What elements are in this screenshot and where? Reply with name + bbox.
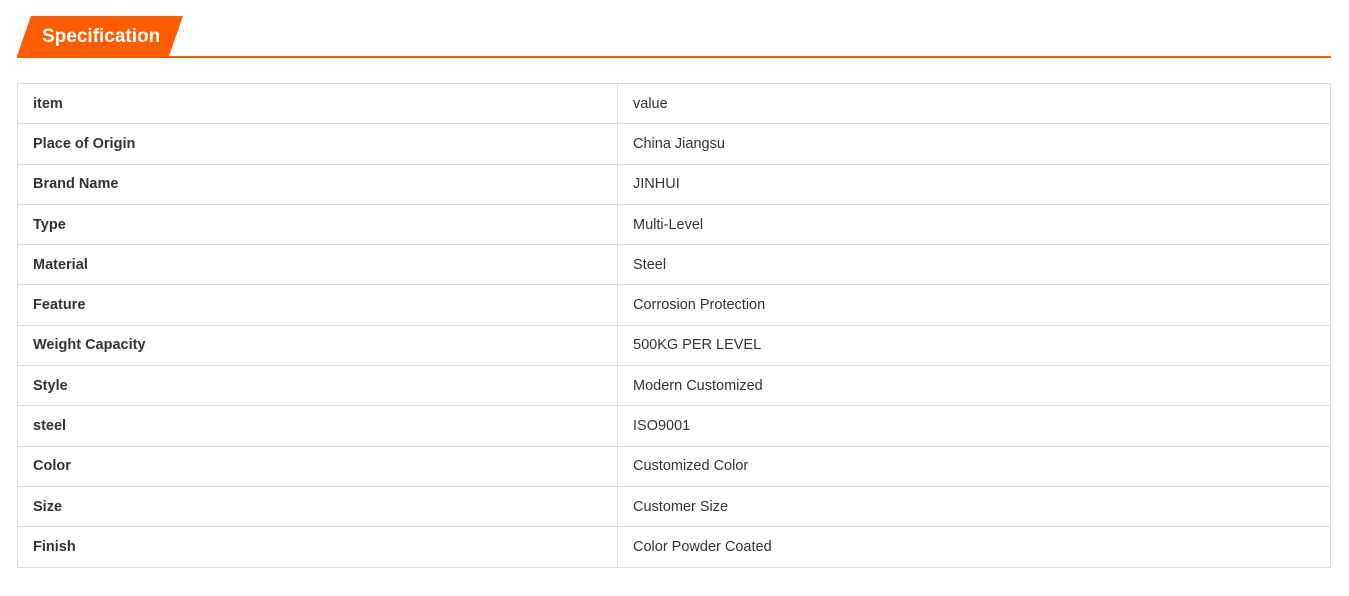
spec-value: China Jiangsu — [617, 123, 1331, 165]
spec-value: 500KG PER LEVEL — [617, 324, 1331, 367]
table-row: Finish Color Powder Coated — [17, 526, 1331, 568]
spec-key: Material — [17, 244, 618, 286]
spec-key: Color — [17, 445, 618, 487]
table-row: Color Customized Color — [17, 445, 1331, 487]
spec-value: value — [617, 82, 1331, 125]
spec-key: Size — [17, 485, 618, 528]
spec-key: Brand Name — [17, 163, 618, 205]
spec-key: Feature — [17, 284, 618, 326]
table-row: Feature Corrosion Protection — [17, 284, 1331, 326]
spec-table: item value Place of Origin China Jiangsu Bra… — [17, 82, 1331, 568]
spec-key: Weight Capacity — [17, 324, 618, 367]
spec-key: Type — [17, 203, 618, 246]
spec-value: Customized Color — [617, 445, 1331, 487]
spec-key: item — [17, 82, 618, 125]
spec-value: Steel — [617, 244, 1331, 286]
spec-value: ISO9001 — [617, 405, 1331, 447]
spec-key: Finish — [17, 526, 618, 568]
spec-value: Corrosion Protection — [617, 284, 1331, 326]
table-row: Material Steel — [17, 244, 1331, 286]
spec-value: Multi-Level — [617, 203, 1331, 246]
spec-key: steel — [17, 405, 618, 447]
table-row: Weight Capacity 500KG PER LEVEL — [17, 324, 1331, 367]
spec-value: Customer Size — [617, 485, 1331, 528]
table-row: Place of Origin China Jiangsu — [17, 123, 1331, 165]
spec-key: Style — [17, 365, 618, 407]
spec-value: JINHUI — [617, 163, 1331, 205]
table-row: item value — [17, 82, 1331, 125]
table-row: Brand Name JINHUI — [17, 163, 1331, 205]
spec-key: Place of Origin — [17, 123, 618, 165]
table-row: steel ISO9001 — [17, 405, 1331, 447]
table-row: Style Modern Customized — [17, 365, 1331, 407]
section-header: Specification — [17, 16, 1331, 58]
table-row: Type Multi-Level — [17, 203, 1331, 246]
section-title: Specification — [17, 16, 183, 56]
spec-value: Color Powder Coated — [617, 526, 1331, 568]
spec-value: Modern Customized — [617, 365, 1331, 407]
table-row: Size Customer Size — [17, 485, 1331, 528]
